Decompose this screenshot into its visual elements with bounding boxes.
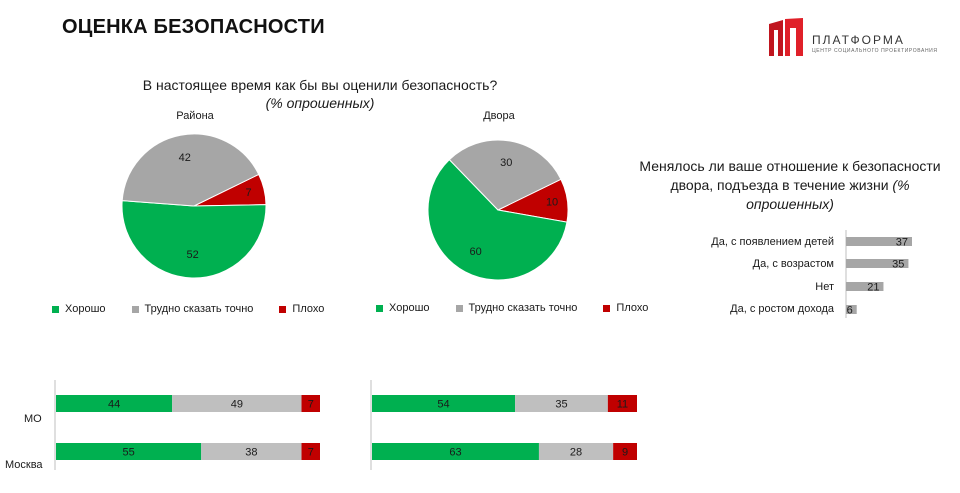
hbar-value-label: 21: [867, 281, 879, 293]
legend-good: Хорошо: [52, 303, 106, 315]
question-1: В настоящее время как бы вы оценили безо…: [60, 76, 580, 112]
pie-yard-title: Двора: [483, 110, 515, 122]
stack-yard-value-label: 11: [617, 398, 628, 410]
pie-district-value-label: 52: [186, 249, 198, 261]
legend-hard: Трудно сказать точно: [455, 302, 578, 314]
stack-district-value-label: 7: [308, 398, 314, 410]
pie-district-value-label: 42: [179, 152, 191, 164]
pie-yard-value-label: 30: [500, 157, 512, 169]
stack-district-segment: [56, 395, 173, 412]
stack-yard-value-label: 63: [449, 446, 461, 458]
hbar-value-label: 37: [896, 236, 908, 248]
legend-good-label: Хорошо: [65, 303, 106, 315]
stack-district-value-label: 49: [231, 398, 243, 410]
logo-name: ПЛАТФОРМА: [812, 33, 905, 47]
hbar-bar: [846, 237, 912, 246]
pie-yard-value-label: 60: [470, 246, 482, 258]
row-label-mo: МО: [24, 413, 42, 425]
stack-district-segment: [201, 443, 302, 460]
legend-good-label: Хорошо: [389, 302, 430, 314]
legend-hard-label: Трудно сказать точно: [144, 303, 254, 315]
pie-district-value-label: 7: [246, 187, 252, 199]
platforma-logo-icon: [769, 18, 803, 56]
legend-good: Хорошо: [376, 302, 430, 314]
legend-yard: Хорошо Трудно сказать точно Плохо: [376, 302, 648, 314]
pie-district-slice: [121, 133, 260, 207]
stack-yard-value-label: 9: [622, 446, 628, 458]
legend-bad-swatch: [279, 305, 287, 313]
legend-bad-label: Плохо: [292, 303, 325, 315]
legend-good-swatch: [52, 305, 59, 313]
stack-district-value-label: 44: [108, 398, 120, 410]
row-label-moscow: Москва: [5, 459, 43, 471]
legend-bad-label: Плохо: [616, 302, 649, 314]
legend-hard-swatch: [455, 304, 463, 312]
hbar-bar: [846, 305, 857, 314]
pie-yard-slice: [427, 158, 568, 281]
pie-yard-value-label: 10: [546, 196, 558, 208]
stack-yard-value-label: 35: [555, 398, 567, 410]
stack-yard-segment: [372, 443, 539, 460]
question-1-text: В настоящее время как бы вы оценили безо…: [142, 77, 498, 93]
legend-bad: Плохо: [279, 303, 324, 315]
legend-good-swatch: [376, 304, 383, 312]
hbar-category-label: Да, с возрастом: [752, 258, 834, 270]
stack-district-segment: [56, 443, 202, 460]
stack-yard-segment: [607, 395, 637, 412]
legend-district: Хорошо Трудно сказать точно Плохо: [52, 303, 324, 315]
legend-hard-label: Трудно сказать точно: [468, 302, 578, 314]
legend-hard: Трудно сказать точно: [131, 303, 254, 315]
hbar-category-label: Да, с появлением детей: [711, 236, 834, 248]
hbar-value-label: 6: [847, 304, 853, 316]
hbar-bar: [846, 282, 884, 291]
pie-district-title: Района: [176, 110, 214, 122]
hbar-value-label: 35: [892, 258, 904, 270]
logo-subtitle: ЦЕНТР СОЦИАЛЬНОГО ПРОЕКТИРОВАНИЯ: [812, 48, 938, 54]
stack-yard-value-label: 28: [570, 446, 582, 458]
hbar-bar: [846, 259, 909, 268]
question-2-unit: (% опрошенных): [746, 177, 910, 212]
stack-district-segment: [172, 395, 302, 412]
stack-yard-segment: [515, 395, 608, 412]
legend-hard-swatch: [131, 305, 139, 313]
pie-district-slice: [121, 200, 267, 279]
page-title: ОЦЕНКА БЕЗОПАСНОСТИ: [62, 16, 325, 38]
question-2: Менялось ли ваше отношение к безопасност…: [625, 157, 955, 214]
hbar-category-label: Нет: [815, 281, 834, 293]
stack-district-segment: [301, 443, 320, 460]
stack-yard-segment: [372, 395, 516, 412]
stack-district-value-label: 7: [308, 446, 314, 458]
stack-district-segment: [301, 395, 320, 412]
stack-district-value-label: 55: [122, 446, 134, 458]
pie-yard-slice: [448, 139, 562, 211]
hbar-category-label: Да, с ростом дохода: [730, 303, 834, 315]
question-1-unit: (% опрошенных): [265, 95, 375, 111]
stack-district-value-label: 38: [245, 446, 257, 458]
stack-yard-value-label: 54: [437, 398, 449, 410]
question-2-text: Менялось ли ваше отношение к безопасност…: [639, 158, 941, 193]
legend-bad: Плохо: [603, 302, 648, 314]
stack-yard-segment: [613, 443, 637, 460]
stack-yard-segment: [538, 443, 614, 460]
legend-bad-swatch: [603, 304, 611, 312]
